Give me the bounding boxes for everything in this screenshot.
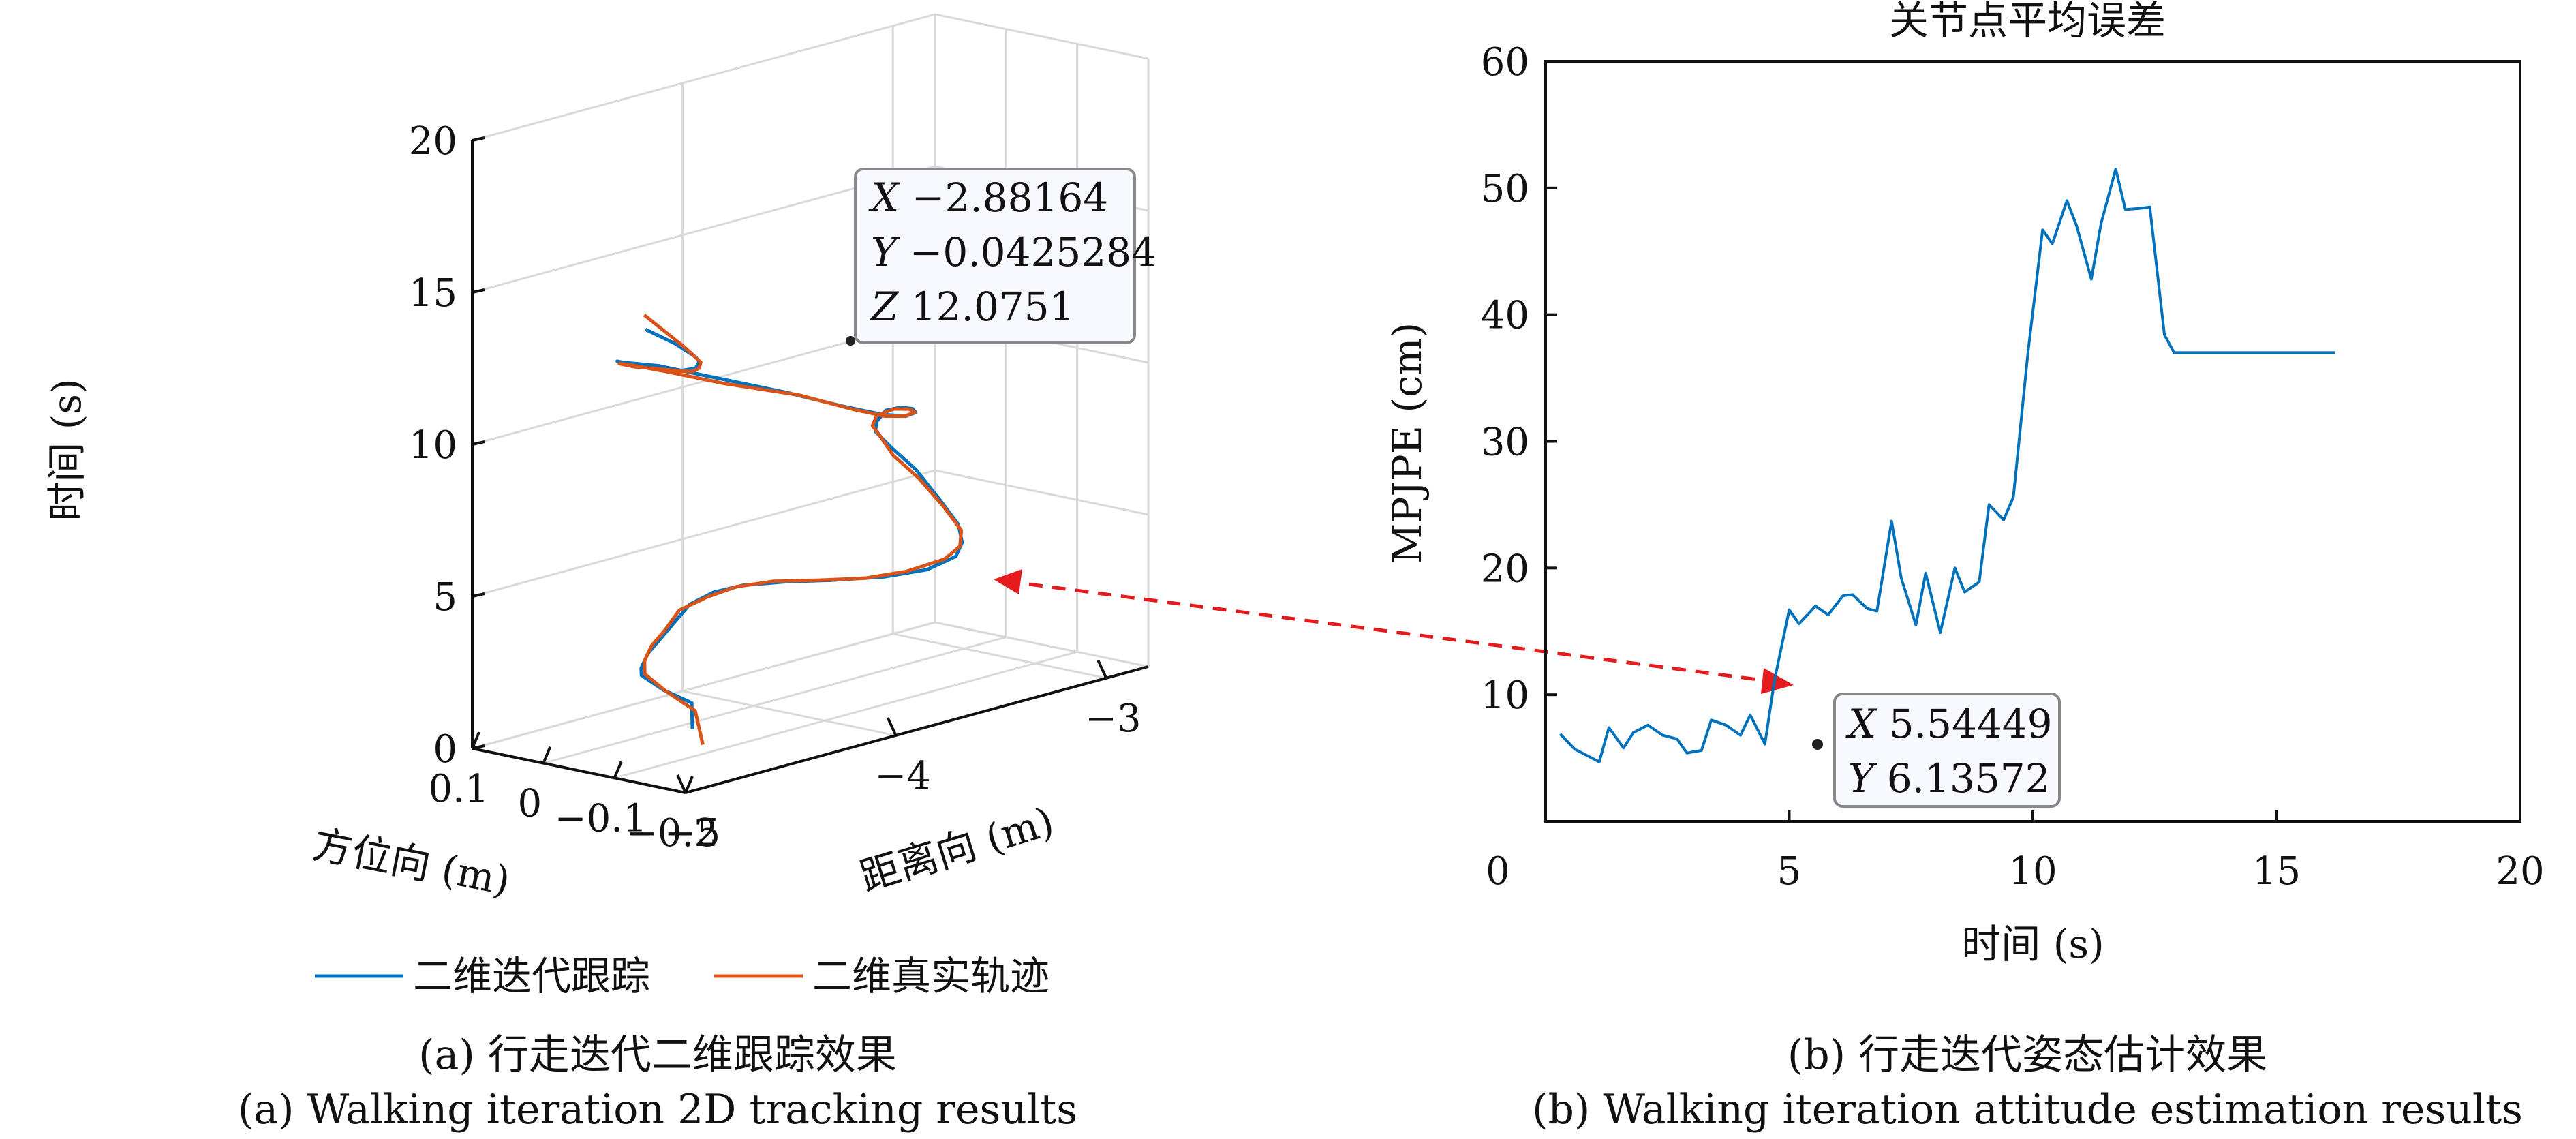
y-tick-mark [886,717,898,736]
ticks-2d: 0 5 10 15 20 10 20 30 40 50 60 [1481,40,2545,894]
caption-a-cn: (a) 行走迭代二维跟踪效果 [418,1031,897,1079]
datatip-box-3d[interactable] [854,168,1136,344]
y-tick-label-2d: 30 [1481,421,1529,465]
y-tick-label: −4 [874,754,931,798]
legend-label-truth: 二维真实轨迹 [812,953,1049,999]
y-tick-mark [1097,659,1108,679]
x-tick-mark [684,776,694,793]
grid-line-z [472,13,1149,142]
grid-line-y-floor [934,621,1149,668]
x-tick-mark [471,731,480,749]
grid-line-y-floor [892,633,1107,680]
chart-title: 关节点平均误差 [1889,0,2166,44]
mpjpe-series-line [1559,168,2335,763]
x-axis-label: 方位向 (m) [309,821,514,905]
x-tick-label-2d: 15 [2252,849,2301,894]
x-tick-label: 0 [518,782,542,826]
datatip-marker-3d [846,336,855,346]
x-tick-mark [613,761,623,779]
x-tick-label-2d: 10 [2008,849,2057,894]
z-tick-label: 15 [409,271,457,316]
grid-line-x-floor [542,636,1007,765]
legend-label-tracking: 二维迭代跟踪 [413,953,650,999]
datatip-y-2d: Y 6.13572 [1848,755,2051,802]
x-tick-label: −0.2 [626,811,718,855]
datatip-box-2d[interactable] [1833,693,2061,808]
arrowhead-left [994,569,1022,594]
y-axis-label: 距离向 (m) [855,798,1059,901]
x-tick-label: 0.1 [428,767,489,811]
grid-3d [471,13,1150,794]
datatip-x-3d: X −2.88164 [868,174,1108,221]
y-tick-label-2d: 10 [1481,673,1529,718]
z-axis-label: 时间 (s) [44,378,90,521]
mpjpe-line-chart: 关节点平均误差 0 5 10 15 20 10 20 30 40 50 60 时间 (s) MPJP… [1384,0,2545,1134]
z-tick-mark [472,440,485,446]
trajectory-tracking-line [615,328,964,730]
caption-a-en: (a) Walking iteration 2D tracking result… [238,1086,1077,1134]
y-tick-label-2d: 20 [1481,547,1529,591]
grid-line-x-floor [614,650,1078,779]
y-tick-label: −5 [664,811,721,855]
datatip-z-3d: Z 12.0751 [870,284,1075,330]
y-axis-line [685,665,1149,794]
datatip-y-3d: Y −0.0425284 [871,229,1156,275]
x-axis-line [472,747,686,794]
grid-line-y-floor [682,690,896,737]
y-tick-mark [676,774,687,793]
grid-line-z [472,469,1149,598]
z-tick-mark [472,592,485,598]
z-tick-mark [472,288,485,294]
legend: 二维迭代跟踪 二维真实轨迹 [315,953,1049,999]
x-tick-label-2d: 0 [1486,849,1510,894]
arrowhead-right [1761,668,1794,694]
lines-3d [615,314,964,746]
z-tick-mark [472,136,485,142]
y-tick-label-2d: 50 [1481,167,1529,211]
x-axis-label-2d: 时间 (s) [1961,921,2104,967]
z-tick-label: 10 [409,423,457,468]
grid-line-z [472,621,1149,750]
z-tick-mark [472,744,485,750]
x-tick-label-2d: 5 [1777,849,1802,894]
caption-b-en: (b) Walking iteration attitude estimatio… [1532,1086,2523,1134]
series-line-2d [1559,168,2335,763]
z-tick-label: 5 [433,575,457,620]
x-tick-label: −0.1 [555,796,647,840]
grid-line-x-floor [472,621,936,750]
y-tick-label: −3 [1085,697,1141,741]
x-tick-mark [542,746,552,764]
datatip-marker-2d [1812,739,1823,750]
y-tick-label-2d: 60 [1481,40,1529,85]
datatip-x-2d: X 5.54449 [1845,701,2053,747]
trajectory-truth-line [617,314,964,746]
caption-b-cn: (b) 行走迭代姿态估计效果 [1788,1031,2267,1079]
z-tick-label: 20 [409,119,457,164]
z-tick-label: 0 [433,727,457,772]
connector-arrow [994,569,1794,694]
x-tick-label-2d: 20 [2496,849,2544,894]
y-axis-label-2d: MPJPE (cm) [1384,322,1430,564]
y-tick-label-2d: 40 [1481,294,1529,338]
